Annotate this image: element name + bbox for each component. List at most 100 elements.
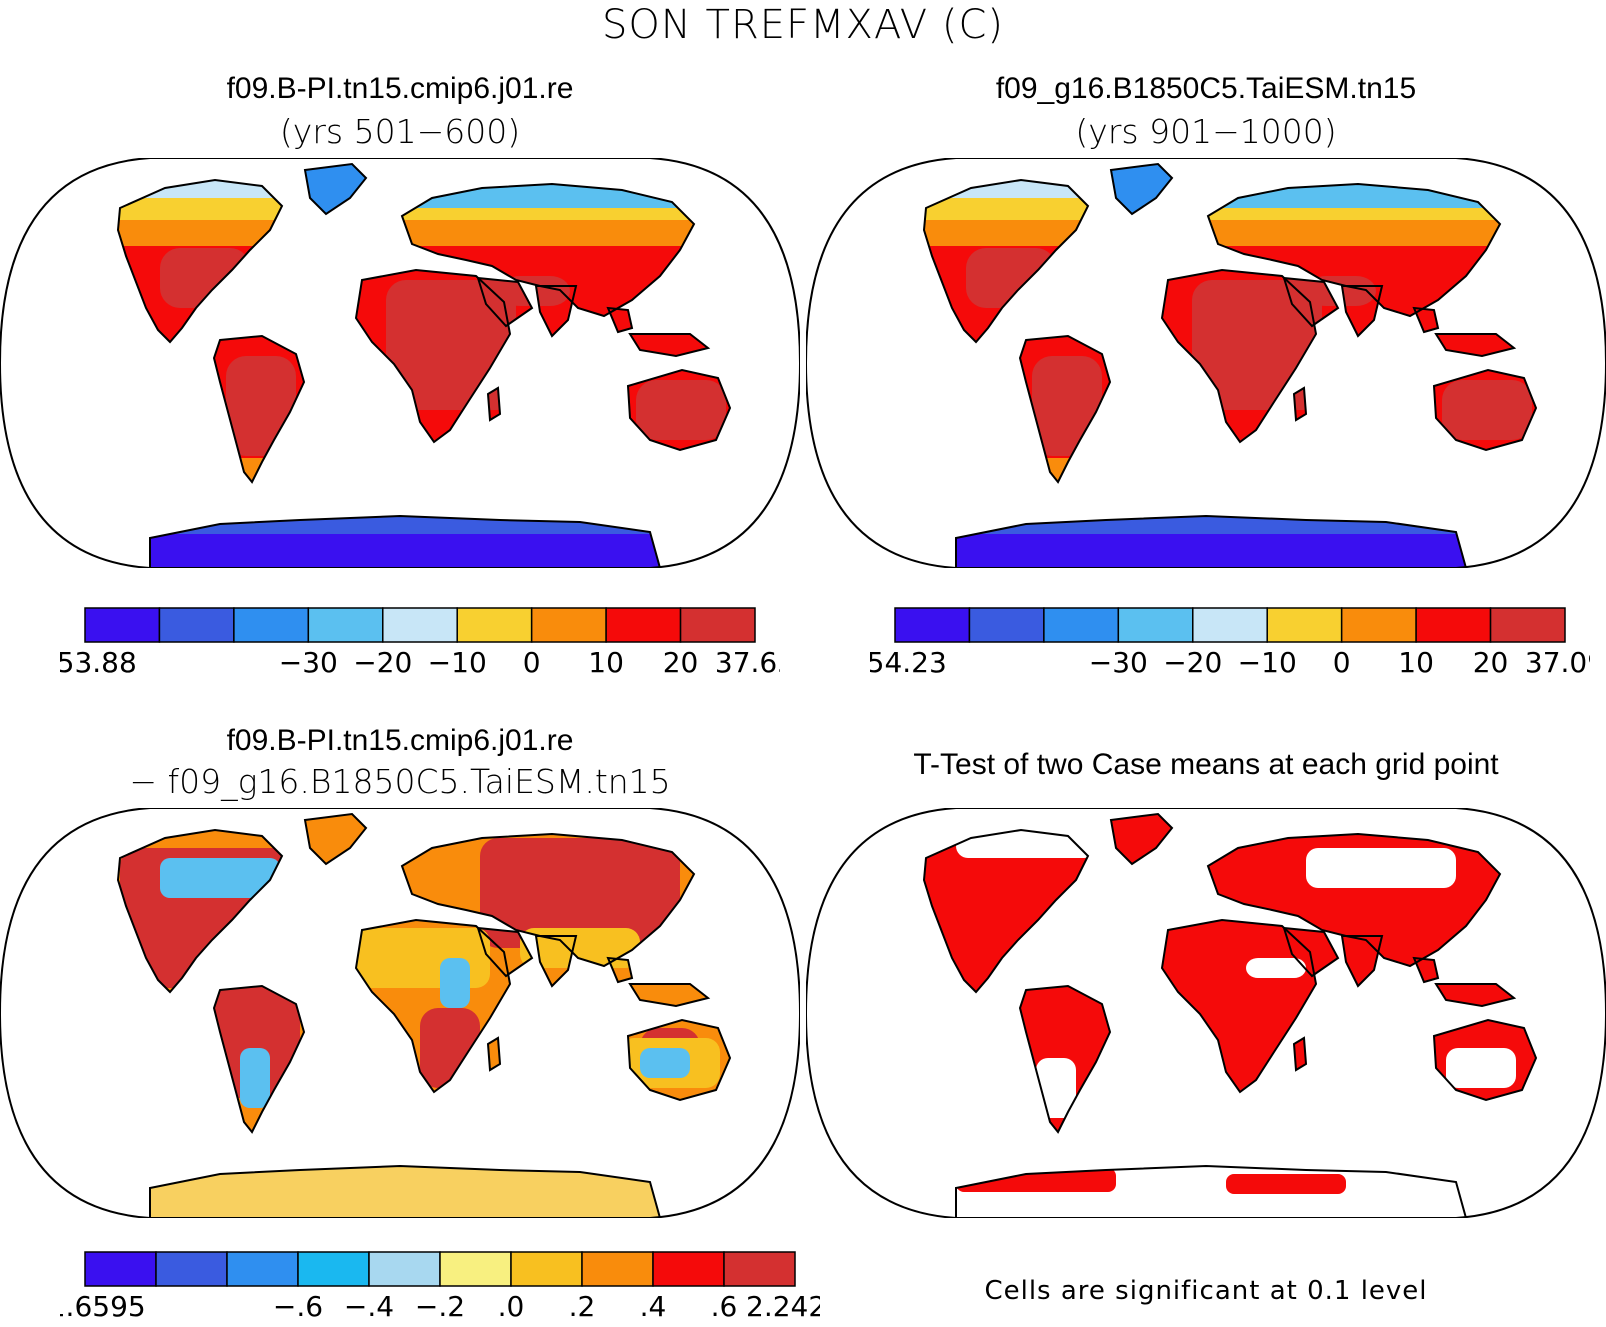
- coastline-india: [534, 935, 578, 988]
- colorbar-tick-label: −.6: [273, 1290, 323, 1323]
- coastline-samerica: [1018, 334, 1112, 484]
- coastline-samerica: [212, 334, 306, 484]
- coastline-madagascar: [1292, 1036, 1308, 1072]
- coastline-samerica: [1018, 984, 1112, 1134]
- colorbar-swatch: [1340, 607, 1417, 643]
- panel-1-subtitle: (yrs 501−600): [279, 112, 521, 151]
- colorbar-swatch: [233, 607, 310, 643]
- colorbar-tick-label: 2.2421: [746, 1290, 820, 1323]
- panel-2-title: f09_g16.B1850C5.TaiESM.tn15: [995, 72, 1417, 105]
- colorbar-tick-label: 20: [663, 646, 699, 679]
- coastline-madagascar: [486, 1036, 502, 1072]
- coastline-namerica: [116, 178, 284, 344]
- coastline-india: [1340, 935, 1384, 988]
- colorbar-swatch: [84, 607, 161, 643]
- colorbar-tick-label: 10: [588, 646, 624, 679]
- colorbar-tick-label: −10: [428, 646, 487, 679]
- colorbar-swatch: [84, 1251, 157, 1287]
- map-panel-1: [0, 158, 800, 568]
- colorbar-tick-label: −1.6595: [60, 1290, 146, 1323]
- map-panel-4: [806, 808, 1606, 1218]
- colorbar-tick-label: .4: [640, 1290, 667, 1323]
- panel-1-title: f09.B-PI.tn15.cmip6.j01.re: [226, 72, 574, 105]
- significance-note: Cells are significant at 0.1 level: [984, 1276, 1428, 1306]
- coastline-seasia: [1412, 956, 1440, 984]
- coastline-africa: [1160, 918, 1318, 1094]
- coastline-arabia: [476, 926, 534, 978]
- colorbar-swatch: [1415, 607, 1492, 643]
- map-border: [806, 808, 1606, 1218]
- coastline-seasia: [606, 306, 634, 334]
- colorbar-swatch: [439, 1251, 512, 1287]
- colorbar-tick-label: 37.63: [715, 646, 780, 679]
- colorbar-swatch: [1117, 607, 1194, 643]
- colorbar-swatch: [158, 607, 235, 643]
- coastline-indonesia: [628, 983, 711, 1008]
- coastline-seasia: [606, 956, 634, 984]
- coastline-australia: [626, 1018, 732, 1102]
- map-border: [0, 808, 800, 1218]
- colorbar-tick-label: −.4: [344, 1290, 394, 1323]
- coastline-namerica: [922, 828, 1090, 994]
- colorbar-tick-label: −20: [1163, 646, 1222, 679]
- map-panel-3: [0, 808, 800, 1218]
- coastline-indonesia: [1434, 333, 1517, 358]
- colorbar-tick-label: 10: [1398, 646, 1434, 679]
- coastline-arabia: [476, 276, 534, 328]
- coastline-africa: [354, 918, 512, 1094]
- colorbar-tick-label: −54.23: [870, 646, 947, 679]
- panel-3-subtitle: − f09_g16.B1850C5.TaiESM.tn15: [129, 762, 671, 801]
- colorbar-swatch: [605, 607, 682, 643]
- coastline-india: [1340, 285, 1384, 338]
- colorbar-swatch: [894, 607, 971, 643]
- coastline-antarctica: [149, 1164, 662, 1218]
- coastline-africa: [1160, 268, 1318, 444]
- coastline-madagascar: [1292, 386, 1308, 422]
- colorbar-swatch: [581, 1251, 654, 1287]
- coastline-africa: [354, 268, 512, 444]
- colorbar-swatch: [530, 607, 607, 643]
- coastline-samerica: [212, 984, 306, 1134]
- colorbar-swatch: [1489, 607, 1566, 643]
- colorbar-tick-label: −30: [279, 646, 338, 679]
- colorbar-tick-label: −20: [353, 646, 412, 679]
- colorbar-tick-label: −53.88: [60, 646, 137, 679]
- colorbar-tick-label: .2: [569, 1290, 596, 1323]
- colorbar-swatch: [297, 1251, 370, 1287]
- map-panel-2: [806, 158, 1606, 568]
- map-border: [0, 158, 800, 568]
- coastline-greenland: [303, 162, 368, 216]
- coastline-australia: [626, 368, 732, 452]
- coastline-antarctica: [955, 514, 1468, 568]
- coastline-indonesia: [628, 333, 711, 358]
- colorbar-swatch: [307, 607, 384, 643]
- coastline-arabia: [1282, 276, 1340, 328]
- panel-2-subtitle: (yrs 901−1000): [1075, 112, 1337, 151]
- coastline-namerica: [116, 828, 284, 994]
- coastline-antarctica: [149, 514, 662, 568]
- colorbar-swatch: [679, 607, 756, 643]
- coastline-madagascar: [486, 386, 502, 422]
- colorbar-tick-label: −10: [1238, 646, 1297, 679]
- coastline-greenland: [303, 812, 368, 866]
- colorbar-tick-label: 20: [1473, 646, 1509, 679]
- colorbar-swatch: [652, 1251, 725, 1287]
- colorbar-swatch: [1192, 607, 1268, 643]
- coastline-arabia: [1282, 926, 1340, 978]
- coastline-indonesia: [1434, 983, 1517, 1008]
- colorbar-panel-2: −54.23 −30 −20 −10 0 10 20 37.09: [870, 607, 1590, 679]
- coastline-australia: [1432, 1018, 1538, 1102]
- coastline-greenland: [1109, 812, 1174, 866]
- coastline-india: [534, 285, 578, 338]
- colorbar-swatch: [382, 607, 458, 643]
- coastline-australia: [1432, 368, 1538, 452]
- panel-4-title: T-Test of two Case means at each grid po…: [913, 748, 1499, 781]
- colorbar-swatch: [155, 1251, 228, 1287]
- colorbar-tick-label: 0: [523, 646, 541, 679]
- coastline-antarctica: [955, 1164, 1468, 1218]
- coastline-greenland: [1109, 162, 1174, 216]
- coastline-seasia: [1412, 306, 1440, 334]
- map-border: [806, 158, 1606, 568]
- colorbar-swatch: [456, 607, 533, 643]
- colorbar-swatch: [723, 1251, 796, 1287]
